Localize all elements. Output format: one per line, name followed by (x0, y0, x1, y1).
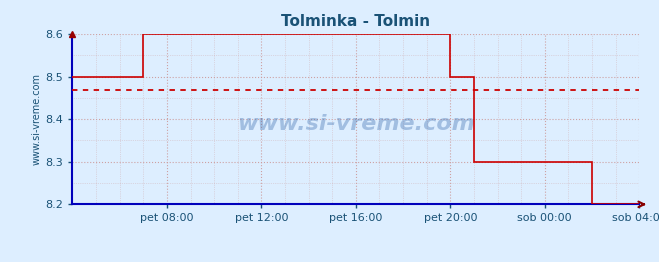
Title: Tolminka - Tolmin: Tolminka - Tolmin (281, 14, 430, 29)
Y-axis label: www.si-vreme.com: www.si-vreme.com (32, 73, 42, 165)
Text: www.si-vreme.com: www.si-vreme.com (237, 114, 474, 134)
